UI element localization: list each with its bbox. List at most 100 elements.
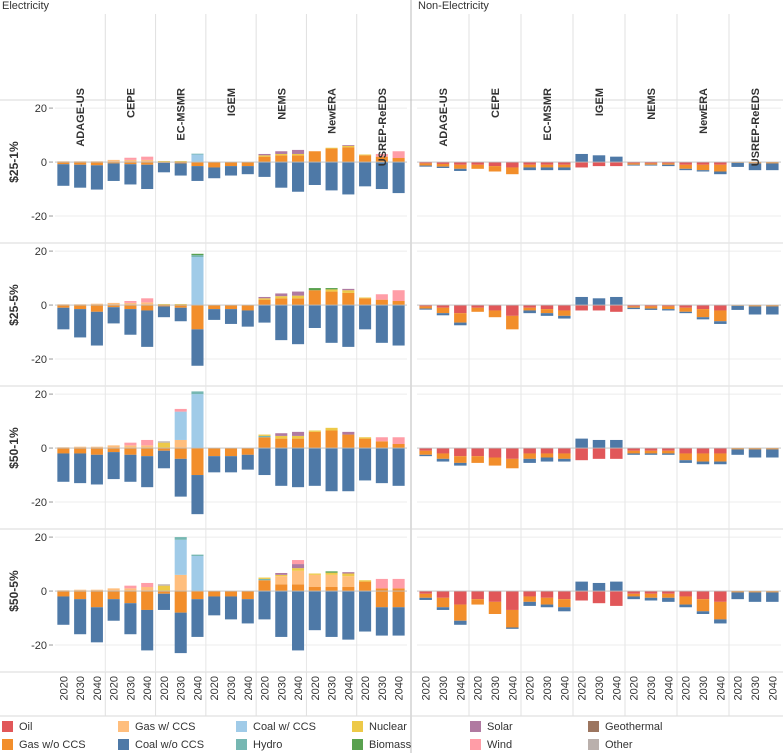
bar-segment-gas-w-o-ccs-non-electricity-50-1pct-adage-us-2040 — [454, 456, 467, 463]
bar-segment-solar-electricity-25-1pct-newera-2040 — [342, 145, 355, 146]
bar-segment-gas-w-o-ccs-electricity-50-1pct-ec-msmr-2040 — [191, 448, 204, 476]
bar-segment-coal-w-o-ccs-electricity-50-5pct-usrep-reeds-2030 — [375, 607, 388, 636]
bar-segment-oil-non-electricity-25-5pct-adage-us-2020 — [419, 305, 432, 307]
bar-segment-gas-w-o-ccs-electricity-25-1pct-ec-msmr-2020 — [157, 162, 170, 163]
model-header-non-electricity-usrep-reeds: USREP-ReEDS — [750, 88, 762, 166]
bar-segment-gas-w-ccs-electricity-25-5pct-cepe-2030 — [124, 302, 137, 306]
year-tick-label-electricity-ec-msmr-2040: 2040 — [192, 676, 204, 700]
bar-segment-gas-w-o-ccs-electricity-25-5pct-nems-2030 — [275, 298, 288, 306]
bar-segment-coal-w-o-ccs-non-electricity-25-5pct-newera-2030 — [696, 317, 710, 320]
bar-segment-oil-non-electricity-50-1pct-adage-us-2040 — [454, 448, 467, 457]
legend-label-geothermal: Geothermal — [605, 721, 662, 733]
bar-segment-coal-w-o-ccs-electricity-25-5pct-adage-us-2020 — [57, 307, 70, 330]
bar-segment-coal-w-o-ccs-non-electricity-50-5pct-ec-msmr-2030 — [540, 604, 554, 608]
bar-segment-oil-non-electricity-50-1pct-igem-2020 — [575, 448, 588, 461]
bar-segment-coal-w-o-ccs-non-electricity-25-1pct-ec-msmr-2040 — [558, 167, 571, 171]
bar-segment-gas-w-ccs-electricity-50-1pct-adage-us-2040 — [90, 446, 103, 449]
bar-segment-gas-w-o-ccs-non-electricity-25-5pct-adage-us-2020 — [419, 306, 432, 309]
bar-segment-gas-w-o-ccs-non-electricity-25-5pct-newera-2040 — [714, 310, 727, 322]
bar-segment-oil-non-electricity-25-1pct-ec-msmr-2020 — [523, 162, 536, 165]
year-tick-label-non-electricity-nems-2040: 2040 — [663, 676, 675, 700]
bar-segment-gas-w-o-ccs-electricity-50-1pct-usrep-reeds-2020 — [359, 438, 372, 449]
bar-segment-nuclear-electricity-50-1pct-nems-2020 — [258, 434, 271, 436]
bar-segment-gas-w-o-ccs-non-electricity-25-1pct-ec-msmr-2020 — [523, 164, 536, 168]
bar-segment-gas-w-o-ccs-electricity-25-1pct-ec-msmr-2040 — [191, 162, 204, 167]
y-tick-label: 0 — [41, 300, 47, 312]
bar-segment-solar-electricity-25-5pct-newera-2040 — [342, 288, 355, 291]
bar-segment-nuclear-electricity-50-5pct-ec-msmr-2020 — [157, 585, 170, 592]
bar-segment-gas-w-o-ccs-electricity-25-5pct-adage-us-2020 — [57, 305, 70, 308]
legend-label-biomass: Biomass — [369, 739, 412, 751]
legend-swatch-solar — [470, 721, 481, 732]
bar-segment-coal-w-o-ccs-electricity-25-5pct-adage-us-2040 — [90, 311, 103, 346]
bar-segment-coal-w-o-ccs-electricity-25-1pct-usrep-reeds-2020 — [359, 162, 372, 187]
bar-segment-gas-w-o-ccs-non-electricity-50-1pct-usrep-reeds-2020 — [731, 448, 744, 450]
model-header-electricity-igem: IGEM — [226, 88, 238, 116]
bar-segment-oil-non-electricity-50-5pct-nems-2020 — [627, 591, 640, 594]
bar-segment-oil-non-electricity-50-5pct-adage-us-2030 — [436, 591, 450, 598]
bar-segment-gas-w-ccs-electricity-25-1pct-cepe-2030 — [124, 159, 137, 163]
bar-segment-coal-w-o-ccs-non-electricity-25-5pct-ec-msmr-2020 — [523, 310, 536, 314]
bar-segment-gas-w-o-ccs-electricity-50-1pct-nems-2030 — [275, 438, 288, 449]
bar-segment-gas-w-o-ccs-electricity-50-5pct-cepe-2020 — [107, 591, 120, 600]
bar-segment-coal-w-o-ccs-electricity-25-1pct-igem-2020 — [208, 167, 221, 179]
bar-segment-coal-w-o-ccs-electricity-50-5pct-igem-2020 — [208, 596, 221, 616]
bar-segment-oil-non-electricity-50-1pct-nems-2040 — [662, 448, 675, 451]
bar-segment-coal-w-o-ccs-electricity-25-5pct-newera-2030 — [325, 305, 338, 343]
bar-segment-gas-w-ccs-electricity-25-1pct-adage-us-2040 — [90, 161, 103, 163]
year-tick-label-non-electricity-usrep-reeds-2030: 2030 — [750, 676, 762, 700]
bar-segment-coal-w-o-ccs-electricity-25-5pct-newera-2040 — [342, 305, 355, 347]
bar-segment-coal-w-o-ccs-non-electricity-50-5pct-newera-2020 — [679, 604, 692, 608]
bar-segment-nuclear-electricity-50-1pct-newera-2020 — [308, 430, 321, 432]
year-tick-label-non-electricity-adage-us-2030: 2030 — [438, 676, 450, 700]
bar-segment-coal-w-o-ccs-electricity-50-5pct-newera-2020 — [308, 591, 321, 631]
bar-segment-nuclear-electricity-25-5pct-newera-2040 — [342, 290, 355, 293]
bar-segment-gas-w-o-ccs-electricity-50-5pct-usrep-reeds-2030 — [375, 588, 388, 592]
bar-segment-oil-non-electricity-25-1pct-adage-us-2040 — [454, 162, 467, 165]
bar-segment-coal-w-o-ccs-non-electricity-25-5pct-igem-2040 — [610, 296, 623, 306]
bar-segment-coal-w-o-ccs-non-electricity-50-5pct-igem-2040 — [610, 581, 623, 592]
bar-segment-gas-w-ccs-electricity-25-5pct-cepe-2020 — [107, 302, 120, 306]
legend-swatch-wind — [470, 739, 481, 750]
year-tick-label-electricity-newera-2040: 2040 — [343, 676, 355, 700]
bar-segment-coal-w-o-ccs-electricity-50-5pct-nems-2040 — [292, 591, 305, 651]
year-tick-label-non-electricity-ec-msmr-2020: 2020 — [525, 676, 537, 700]
bar-segment-wind-electricity-50-1pct-usrep-reeds-2040 — [392, 437, 405, 445]
bar-segment-oil-non-electricity-50-1pct-newera-2030 — [696, 448, 710, 454]
bar-segment-biomass-electricity-25-5pct-newera-2030 — [325, 288, 338, 290]
bar-segment-nuclear-electricity-50-5pct-newera-2020 — [308, 573, 321, 575]
bar-segment-oil-non-electricity-25-1pct-newera-2020 — [679, 162, 692, 165]
bar-segment-oil-non-electricity-25-1pct-newera-2040 — [714, 162, 727, 165]
bar-segment-gas-w-o-ccs-electricity-50-1pct-usrep-reeds-2040 — [392, 444, 405, 449]
bar-segment-wind-electricity-50-5pct-usrep-reeds-2040 — [392, 578, 405, 589]
model-header-non-electricity-ec-msmr: EC-MSMR — [542, 88, 554, 141]
bar-segment-oil-non-electricity-25-5pct-cepe-2040 — [506, 305, 519, 316]
bar-segment-nuclear-electricity-50-5pct-nems-2030 — [275, 574, 288, 577]
bar-segment-coal-w-o-ccs-non-electricity-50-1pct-igem-2030 — [592, 439, 606, 449]
bar-segment-other-electricity-50-1pct-ec-msmr-2020 — [157, 441, 170, 443]
bar-segment-coal-w-o-ccs-electricity-50-5pct-nems-2020 — [258, 591, 271, 620]
bar-segment-gas-w-o-ccs-non-electricity-25-5pct-newera-2030 — [696, 309, 710, 318]
y-tick-label: 0 — [41, 586, 47, 598]
bar-segment-gas-w-o-ccs-electricity-25-1pct-nems-2030 — [275, 155, 288, 163]
bar-segment-oil-non-electricity-25-1pct-adage-us-2020 — [419, 162, 432, 164]
bar-segment-coal-w-o-ccs-electricity-50-5pct-cepe-2030 — [124, 603, 137, 635]
bar-segment-nuclear-electricity-50-1pct-ec-msmr-2020 — [157, 442, 170, 449]
bar-segment-oil-non-electricity-25-5pct-adage-us-2040 — [454, 305, 467, 314]
bar-segment-wind-electricity-25-1pct-usrep-reeds-2030 — [375, 153, 388, 157]
bar-segment-gas-w-ccs-electricity-25-5pct-cepe-2040 — [141, 302, 154, 306]
legend-label-gas-w-o-ccs: Gas w/o CCS — [19, 739, 86, 751]
bar-segment-coal-w-o-ccs-electricity-25-1pct-usrep-reeds-2040 — [392, 162, 405, 194]
bar-segment-coal-w-o-ccs-electricity-25-1pct-cepe-2020 — [107, 163, 120, 181]
bar-segment-gas-w-o-ccs-electricity-50-5pct-ec-msmr-2030 — [174, 591, 187, 613]
bar-segment-coal-w-o-ccs-electricity-50-5pct-adage-us-2030 — [74, 599, 87, 635]
bar-segment-oil-non-electricity-25-5pct-nems-2040 — [662, 305, 675, 307]
bar-segment-coal-w-o-ccs-electricity-25-1pct-ec-msmr-2040 — [191, 166, 204, 181]
bar-segment-coal-w-o-ccs-non-electricity-50-1pct-newera-2030 — [696, 461, 710, 465]
bar-segment-gas-w-o-ccs-non-electricity-50-5pct-newera-2040 — [714, 601, 727, 620]
bar-segment-coal-w-o-ccs-electricity-50-5pct-adage-us-2040 — [90, 607, 103, 643]
bar-segment-coal-w-o-ccs-electricity-50-1pct-newera-2020 — [308, 448, 321, 486]
bar-segment-gas-w-o-ccs-non-electricity-50-5pct-usrep-reeds-2030 — [748, 591, 762, 593]
year-tick-label-non-electricity-adage-us-2020: 2020 — [421, 676, 433, 700]
bar-segment-wind-electricity-50-1pct-cepe-2040 — [141, 439, 154, 446]
